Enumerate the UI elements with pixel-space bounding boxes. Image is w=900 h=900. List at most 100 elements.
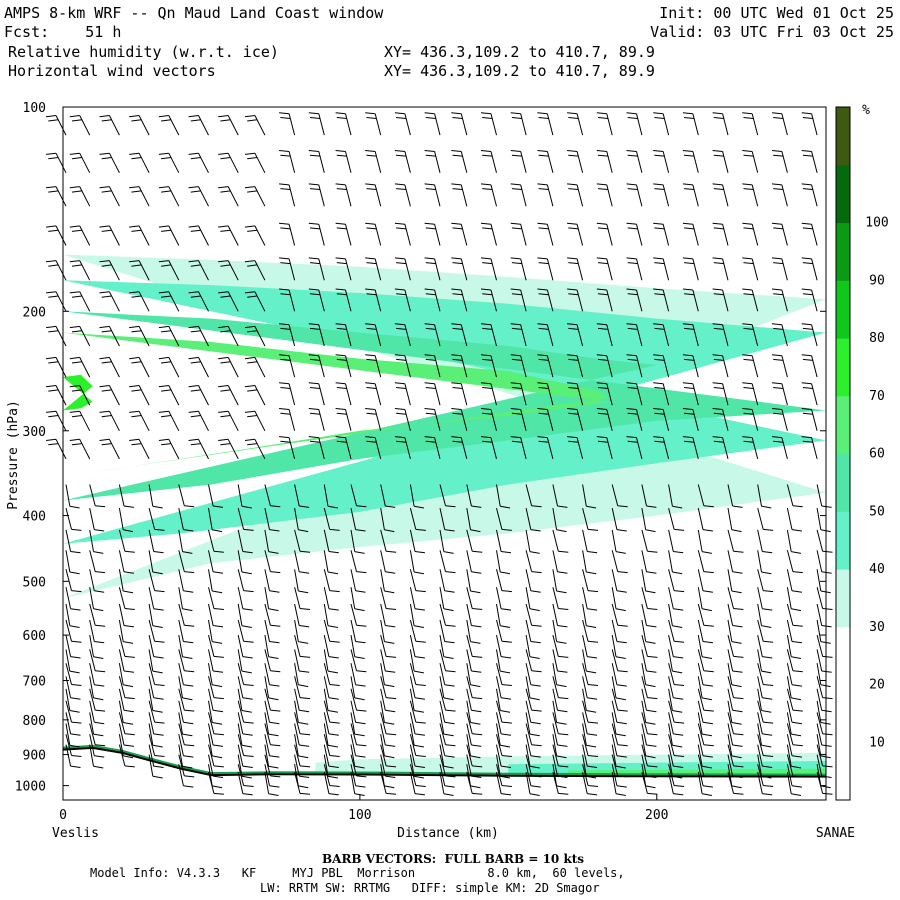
barb-flag [682, 222, 693, 225]
barb-flag [308, 257, 319, 260]
barb-flag [154, 528, 165, 531]
barb-staff [138, 439, 150, 460]
wind-barb [89, 603, 106, 627]
barb-flag [129, 152, 140, 155]
barb-staff [582, 734, 589, 756]
wind-barb [641, 723, 657, 747]
barb-flag [71, 361, 82, 364]
barb-flag [298, 785, 309, 789]
barb-staff [496, 712, 502, 735]
barb-flag [615, 697, 626, 701]
wind-barb [611, 550, 628, 574]
wind-barb [480, 436, 497, 460]
barb-flag [213, 775, 224, 778]
barb-staff [138, 115, 150, 136]
barb-staff [757, 676, 763, 698]
barb-flag [308, 112, 319, 115]
barb-staff [148, 529, 155, 552]
barb-staff [323, 634, 330, 657]
barb-staff [434, 113, 441, 136]
barb-flag [190, 157, 201, 160]
barb-flag [394, 382, 405, 385]
barb-staff [254, 225, 266, 246]
barb-staff [89, 676, 94, 698]
barb-flag [95, 744, 106, 747]
barb-flag [69, 325, 80, 329]
wind-barb [89, 635, 104, 659]
barb-staff [668, 507, 675, 530]
wind-barb [641, 771, 658, 795]
barb-staff [65, 676, 72, 698]
barb-flag [712, 183, 723, 186]
wind-barb [178, 764, 194, 788]
barb-flag [615, 793, 626, 796]
barb-flag [702, 733, 712, 737]
barb-staff [552, 603, 558, 626]
barb-flag [46, 225, 57, 228]
barb-flag [792, 744, 803, 747]
wind-barb [582, 754, 597, 779]
barb-staff [490, 184, 497, 207]
wind-barb [394, 257, 411, 281]
barb-flag [703, 571, 714, 574]
wind-barb [582, 649, 597, 674]
wind-barb [757, 603, 772, 628]
wind-barb [46, 186, 67, 207]
wind-barb [323, 569, 340, 593]
barb-flag [71, 415, 82, 418]
wind-barb [626, 112, 643, 136]
barb-staff [811, 184, 818, 207]
wind-barb [451, 323, 468, 347]
barb-staff [237, 619, 245, 642]
forecast-hour: Fcst: 51 h [4, 23, 122, 41]
wind-barb [697, 663, 713, 687]
barb-flag [500, 670, 511, 674]
wind-barb [365, 354, 382, 378]
wind-barb [178, 619, 194, 644]
barb-staff [323, 649, 329, 672]
barb-flag [567, 150, 578, 152]
barb-flag [567, 408, 578, 410]
barb-staff [439, 688, 446, 711]
barb-flag [617, 624, 628, 627]
barb-staff [582, 634, 588, 657]
barb-flag [309, 154, 321, 157]
barb-flag [682, 112, 693, 115]
barb-staff [374, 355, 382, 378]
wind-barb [308, 222, 325, 246]
barb-flag [355, 641, 366, 644]
barb-flag [801, 436, 812, 439]
barb-flag [123, 670, 134, 673]
barb-flag [674, 640, 685, 643]
barb-staff [254, 385, 266, 406]
barb-flag [617, 709, 628, 712]
barb-staff [178, 529, 183, 552]
barb-flag [268, 608, 279, 612]
barb-flag [269, 529, 280, 532]
barb-staff [409, 569, 417, 591]
wind-barb [727, 734, 742, 759]
barb-flag [329, 755, 340, 757]
barb-flag [213, 571, 224, 574]
wind-barb [496, 734, 512, 757]
barb-flag [702, 656, 712, 659]
barb-staff [350, 635, 356, 657]
wind-barb [537, 257, 554, 281]
wind-barb [65, 688, 80, 713]
barb-staff [318, 324, 325, 347]
barb-flag [596, 288, 607, 291]
barb-flag [647, 765, 658, 768]
barb-flag [673, 697, 684, 700]
barb-flag [792, 775, 803, 778]
barb-flag [247, 295, 258, 298]
wind-barb [264, 754, 281, 778]
barb-staff [641, 744, 648, 767]
barb-flag [218, 115, 229, 118]
barb-flag [567, 354, 578, 357]
barb-staff [727, 529, 734, 552]
barb-flag [69, 225, 80, 228]
barb-flag [243, 721, 254, 724]
barb-staff [208, 603, 214, 626]
wind-barb [244, 225, 266, 246]
barb-flag [702, 684, 713, 687]
